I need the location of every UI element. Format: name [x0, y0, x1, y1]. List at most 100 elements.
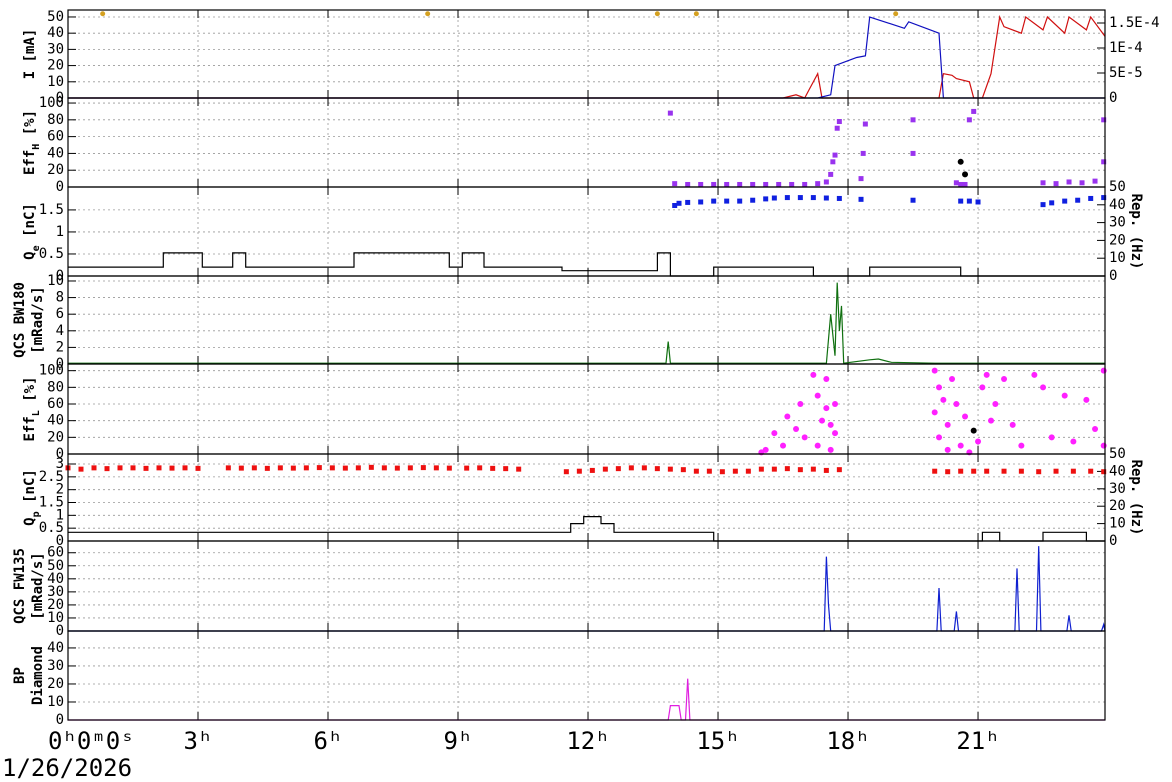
y-tick-label: 0 — [56, 533, 64, 549]
y-axis-label-part: QCS FW135 — [12, 548, 28, 624]
point — [1088, 468, 1094, 474]
panel-frame — [67, 630, 1106, 721]
point — [711, 198, 717, 204]
point — [446, 465, 452, 471]
y-tick-label: 2.5 — [39, 469, 64, 485]
point — [169, 465, 175, 471]
y2-axis-label: Rep. (Hz) — [1128, 460, 1144, 536]
point — [862, 121, 868, 127]
point — [1062, 198, 1068, 204]
point — [685, 199, 691, 205]
point — [104, 466, 110, 472]
point — [860, 150, 866, 156]
y-tick-label: 0.5 — [39, 246, 64, 262]
point — [1061, 392, 1068, 399]
point — [763, 181, 769, 187]
y-axis-label-part: [%] — [22, 110, 38, 144]
y-tick-label: 100 — [39, 363, 64, 379]
point — [477, 465, 483, 471]
point — [355, 465, 361, 471]
point — [815, 181, 821, 187]
y-tick-label: 50 — [47, 9, 64, 25]
y-axis-label-part: [%] — [22, 376, 38, 410]
point — [797, 467, 803, 473]
series-line — [68, 14, 1106, 99]
point — [793, 426, 800, 432]
point — [828, 171, 834, 177]
point — [342, 465, 348, 471]
y-axis-label-part: [nC] — [22, 469, 38, 511]
x-tick-label: 18ʰ — [826, 727, 869, 755]
point — [685, 181, 691, 187]
point — [970, 427, 977, 434]
point — [602, 466, 608, 472]
point — [1049, 200, 1055, 206]
point — [303, 465, 309, 471]
point — [1101, 159, 1107, 165]
y-tick-label: 30 — [47, 41, 64, 57]
point — [823, 376, 830, 382]
point — [958, 468, 964, 474]
point — [944, 421, 951, 428]
y-tick-label: 40 — [47, 25, 64, 41]
point — [771, 466, 777, 472]
y-axis-label-part: Eff — [22, 416, 38, 441]
y-axis-label: Qp [nC] — [22, 469, 42, 526]
y-axis-label-part: BP — [12, 667, 28, 684]
y2-tick-label: 40 — [1109, 463, 1126, 479]
point — [810, 466, 816, 472]
point — [1100, 442, 1107, 449]
point — [1092, 178, 1098, 184]
y2-tick-label: 30 — [1109, 215, 1126, 231]
y2-tick-label: 0 — [1109, 90, 1117, 106]
series-line — [68, 16, 1105, 99]
point — [834, 125, 840, 131]
y-tick-label: 20 — [47, 162, 64, 178]
y-axis-label: Qe [nC] — [22, 203, 42, 260]
point — [784, 413, 791, 420]
point — [936, 384, 943, 391]
point — [143, 465, 149, 471]
point — [931, 367, 938, 374]
y-tick-label: 20 — [47, 597, 64, 613]
point — [797, 401, 804, 407]
point — [819, 417, 826, 424]
point — [910, 117, 916, 123]
point — [1001, 376, 1008, 382]
y-tick-label: 10 — [47, 610, 64, 626]
y-tick-label: 30 — [47, 584, 64, 600]
point — [130, 465, 136, 471]
point — [277, 465, 283, 471]
point — [832, 430, 839, 437]
point — [1066, 179, 1072, 185]
y-axis-label-part: Q — [22, 517, 38, 525]
point — [858, 196, 864, 202]
panel-frame — [67, 540, 1106, 632]
date-label: 1/26/2026 — [2, 754, 132, 782]
point — [745, 468, 751, 474]
point — [91, 465, 97, 471]
point — [667, 466, 673, 472]
point — [966, 198, 972, 204]
point — [823, 195, 829, 201]
point — [750, 181, 756, 187]
y-axis-label-part: QCS BW180 — [12, 282, 28, 358]
point — [407, 465, 413, 471]
y-axis-label-part: Q — [22, 251, 38, 259]
y-axis-label-part: H — [31, 144, 42, 150]
point — [1018, 468, 1024, 474]
point — [732, 468, 738, 474]
panel-frame — [67, 186, 1106, 277]
point — [957, 442, 964, 449]
point — [1048, 434, 1055, 441]
point — [910, 197, 916, 203]
point — [1009, 421, 1016, 428]
point — [1075, 197, 1081, 203]
point — [962, 171, 969, 178]
point — [771, 195, 777, 201]
y-tick-label: 100 — [39, 95, 64, 111]
y-tick-label: 40 — [47, 571, 64, 587]
point — [750, 197, 756, 203]
point — [780, 442, 787, 449]
